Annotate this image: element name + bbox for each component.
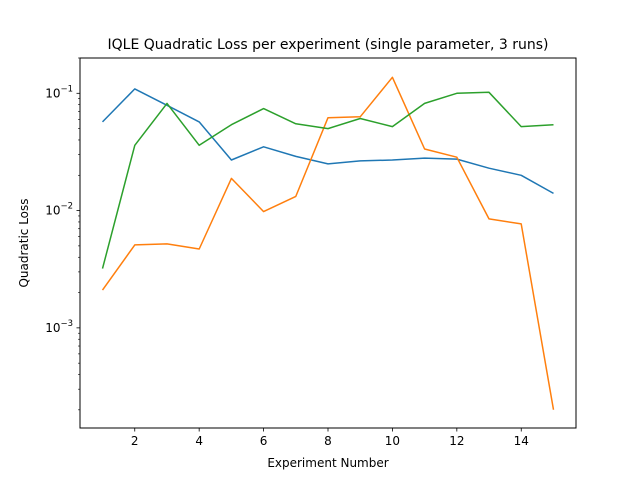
- series-1-line: [101, 88, 554, 195]
- x-tick-label: 4: [195, 434, 203, 448]
- y-tick-label: 10−2: [45, 202, 73, 218]
- y-tick-label: 10−3: [45, 319, 73, 335]
- x-tick-label: 6: [260, 434, 268, 448]
- x-tick-label: 12: [449, 434, 464, 448]
- y-axis-ticks: 10−3 10−2 10−1: [45, 57, 80, 411]
- chart-title: IQLE Quadratic Loss per experiment (sing…: [108, 37, 549, 53]
- plot-frame: [79, 57, 577, 429]
- series-2-line: [101, 76, 555, 410]
- x-tick-label: 8: [324, 434, 332, 448]
- y-axis-label: Quadratic Loss: [17, 198, 31, 287]
- x-tick-label: 2: [131, 434, 139, 448]
- series-layer: [101, 76, 555, 410]
- x-axis-ticks: 2 4 6 8 10 12 14: [131, 428, 529, 448]
- x-axis-label: Experiment Number: [267, 456, 388, 470]
- x-tick-label: 14: [514, 434, 529, 448]
- y-tick-label: 10−1: [45, 84, 73, 100]
- x-tick-label: 10: [385, 434, 400, 448]
- series-3-line: [101, 91, 554, 269]
